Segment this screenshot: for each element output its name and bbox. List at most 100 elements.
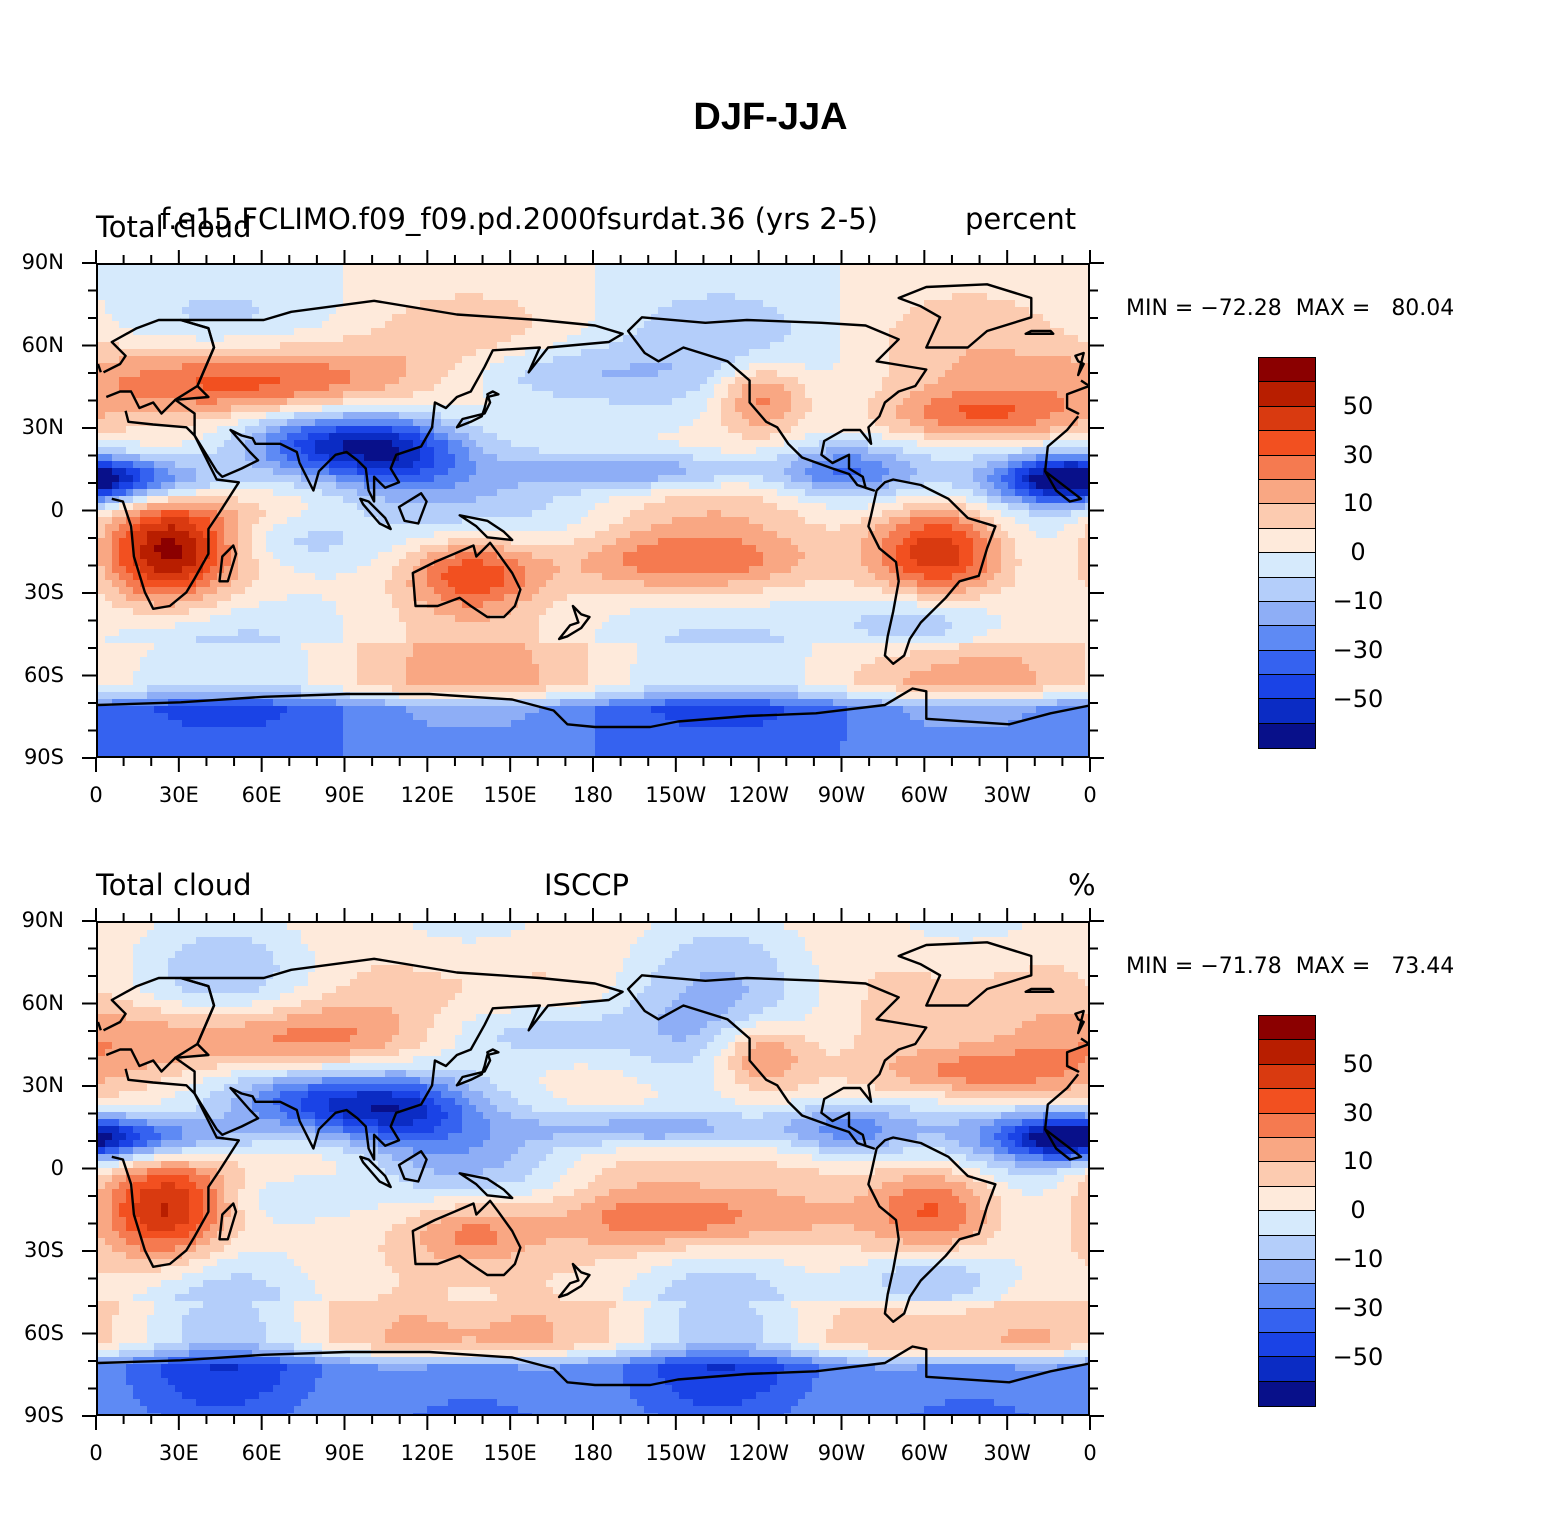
panel1-axis-ticks bbox=[82, 250, 1104, 772]
coastline-southamerica bbox=[867, 1136, 997, 1323]
coastline-japan bbox=[455, 390, 500, 429]
coastline-newguinea bbox=[458, 514, 514, 542]
colorbar-swatch bbox=[1259, 1040, 1315, 1065]
coastline-southamerica bbox=[867, 478, 997, 665]
colorbar-swatch bbox=[1259, 479, 1315, 505]
coastline-borneo bbox=[397, 492, 428, 525]
colorbar-label: −30 bbox=[1326, 1296, 1390, 1320]
lat-tick-label: 90S bbox=[0, 1405, 64, 1426]
lon-tick-label: 0 bbox=[56, 785, 136, 806]
lat-tick-label: 90S bbox=[0, 747, 64, 768]
colorbar-swatch bbox=[1259, 626, 1315, 651]
colorbar-swatch bbox=[1259, 650, 1315, 676]
lon-tick-label: 150E bbox=[470, 1443, 550, 1464]
colorbar-label: 50 bbox=[1326, 1052, 1390, 1076]
coastline-antarctica bbox=[98, 1345, 1088, 1387]
panel2-stats: MIN = −71.78 MAX = 73.44 bbox=[1126, 954, 1454, 979]
lon-tick-label: 150E bbox=[470, 785, 550, 806]
lon-tick-label: 120W bbox=[719, 785, 799, 806]
lat-tick-label: 0 bbox=[0, 1157, 64, 1179]
coastline-iceland bbox=[1024, 987, 1055, 993]
panel1-map-svg bbox=[98, 265, 1088, 756]
coastline-greenland bbox=[897, 941, 1033, 1007]
lon-tick-label: 60W bbox=[884, 785, 964, 806]
colorbar-swatch bbox=[1259, 1357, 1315, 1382]
lon-tick-label: 90W bbox=[802, 785, 882, 806]
panel1-left-label: Total cloud bbox=[96, 213, 251, 242]
coastline-madagascar bbox=[218, 544, 238, 583]
coastline-asia bbox=[174, 957, 624, 1161]
colorbar-label: 30 bbox=[1326, 443, 1390, 467]
panel1-center-label: f.e15.FCLIMO.f09_f09.pd.2000fsurdat.36 (… bbox=[160, 205, 878, 234]
panel1-max-value: 80.04 bbox=[1391, 296, 1454, 321]
lat-tick-label: 90N bbox=[0, 910, 64, 931]
colorbar-label: 0 bbox=[1326, 1198, 1390, 1222]
panel1-map bbox=[96, 263, 1090, 758]
coastline-sumatra bbox=[359, 1155, 392, 1189]
lon-tick-label: 150W bbox=[636, 1443, 716, 1464]
lon-tick-label: 120W bbox=[719, 1443, 799, 1464]
colorbar-label: −50 bbox=[1326, 1345, 1390, 1369]
colorbar-swatch bbox=[1259, 1162, 1315, 1187]
coastline-newzealand bbox=[557, 1262, 591, 1299]
panel1-stats: MIN = −72.28 MAX = 80.04 bbox=[1126, 296, 1454, 321]
coastline-africa bbox=[111, 1068, 1083, 1268]
colorbar-swatch bbox=[1259, 577, 1315, 602]
panel2-map bbox=[96, 921, 1090, 1416]
lon-tick-label: 30W bbox=[967, 1443, 1047, 1464]
colorbar-swatch bbox=[1259, 504, 1315, 529]
lon-tick-label: 90E bbox=[305, 785, 385, 806]
coastline-greenland bbox=[897, 283, 1033, 349]
coastline-australia bbox=[411, 541, 522, 619]
coastline-uk bbox=[98, 1009, 1085, 1035]
lat-tick-label: 90N bbox=[0, 252, 64, 273]
lon-tick-label: 90E bbox=[305, 1443, 385, 1464]
colorbar-swatch bbox=[1259, 1113, 1315, 1138]
panel1-max-label: MAX = bbox=[1296, 296, 1378, 321]
lon-tick-label: 30E bbox=[139, 1443, 219, 1464]
lon-tick-label: 60E bbox=[222, 785, 302, 806]
colorbar-swatch bbox=[1259, 382, 1315, 407]
coastline-newguinea bbox=[458, 1172, 514, 1200]
coastline-sumatra bbox=[359, 497, 392, 531]
coastline-asia bbox=[174, 299, 624, 503]
lon-tick-label: 180 bbox=[553, 785, 633, 806]
colorbar-swatch bbox=[1259, 723, 1315, 749]
colorbar-label: 10 bbox=[1326, 1149, 1390, 1173]
lon-tick-label: 180 bbox=[553, 1443, 633, 1464]
coastline-borneo bbox=[397, 1150, 428, 1183]
colorbar-swatch bbox=[1259, 358, 1315, 383]
panel2-min-value: −71.78 bbox=[1200, 954, 1281, 979]
lon-tick-label: 150W bbox=[636, 785, 716, 806]
coastline-northamerica bbox=[626, 974, 928, 1150]
colorbar-label: −10 bbox=[1326, 1247, 1390, 1271]
lat-tick-label: 60S bbox=[0, 1322, 64, 1344]
lat-tick-label: 60S bbox=[0, 664, 64, 686]
lon-tick-label: 30W bbox=[967, 785, 1047, 806]
lon-tick-label: 60E bbox=[222, 1443, 302, 1464]
panel2-right-label: % bbox=[1068, 871, 1096, 900]
panel2-left-label: Total cloud bbox=[96, 871, 251, 900]
colorbar-swatch bbox=[1259, 406, 1315, 432]
colorbar-swatch bbox=[1259, 1235, 1315, 1260]
colorbar-swatch bbox=[1259, 455, 1315, 480]
colorbar-swatch bbox=[1259, 1259, 1315, 1285]
colorbar-label: 0 bbox=[1326, 540, 1390, 564]
colorbar-swatch bbox=[1259, 1186, 1315, 1212]
panel2-map-svg bbox=[98, 923, 1088, 1414]
panel2-colorbar bbox=[1258, 1015, 1316, 1408]
lat-tick-label: 30N bbox=[0, 417, 64, 438]
colorbar-swatch bbox=[1259, 1064, 1315, 1090]
coastline-uk bbox=[98, 351, 1085, 377]
panel2-max-label: MAX = bbox=[1296, 954, 1378, 979]
lon-tick-label: 0 bbox=[1050, 1443, 1130, 1464]
colorbar-swatch bbox=[1259, 553, 1315, 578]
colorbar-swatch bbox=[1259, 675, 1315, 700]
colorbar-label: −50 bbox=[1326, 687, 1390, 711]
colorbar-swatch bbox=[1259, 1137, 1315, 1163]
panel1-min-value: −72.28 bbox=[1200, 296, 1281, 321]
colorbar-swatch bbox=[1259, 1211, 1315, 1236]
colorbar-label: 30 bbox=[1326, 1101, 1390, 1125]
lon-tick-label: 0 bbox=[56, 1443, 136, 1464]
colorbar-swatch bbox=[1259, 431, 1315, 456]
